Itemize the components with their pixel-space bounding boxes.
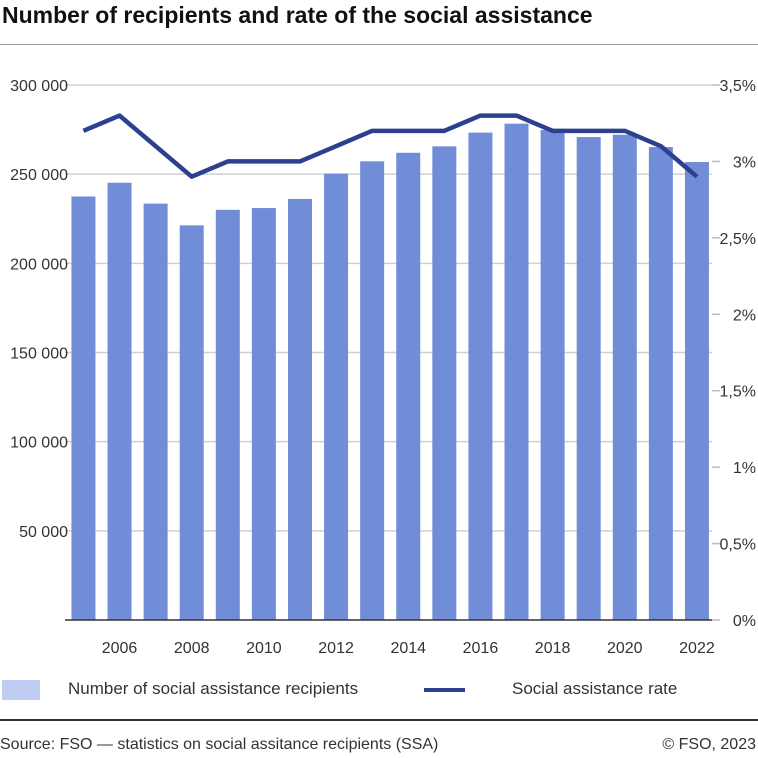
source-note: Source: FSO — statistics on social assit… — [0, 736, 439, 753]
y-right-tick-label: 2% — [733, 307, 756, 324]
copyright: © FSO, 2023 — [662, 736, 756, 753]
bar-2017 — [504, 123, 529, 620]
bar-2009 — [215, 209, 240, 621]
legend-swatch-rate — [424, 688, 465, 692]
x-tick-label: 2020 — [607, 640, 643, 657]
x-tick-label: 2016 — [463, 640, 499, 657]
bar-2015 — [432, 146, 457, 620]
bar-2008 — [179, 225, 204, 620]
legend-swatch-recipients — [2, 680, 40, 700]
bar-2005 — [71, 196, 96, 621]
y-right-tick-label: 2,5% — [720, 231, 756, 248]
y-left-tick-label: 300 000 — [10, 78, 68, 95]
y-left-tick-label: 100 000 — [10, 435, 68, 452]
y-right-tick-label: 0,5% — [720, 537, 756, 554]
x-tick-label: 2008 — [174, 640, 210, 657]
bar-2007 — [143, 203, 168, 620]
bar-2011 — [287, 198, 312, 620]
x-tick-label: 2022 — [679, 640, 715, 657]
y-right-tick-label: 3,5% — [720, 78, 756, 95]
y-left-tick-label: 50 000 — [19, 524, 68, 541]
y-right-tick-label: 0% — [733, 613, 756, 630]
y-left-tick-label: 150 000 — [10, 346, 68, 363]
bar-2022 — [684, 162, 709, 621]
y-left-tick-label: 250 000 — [10, 167, 68, 184]
chart-title: Number of recipients and rate of the soc… — [2, 2, 593, 28]
y-right-tick-label: 1,5% — [720, 384, 756, 401]
bar-2014 — [396, 152, 421, 620]
bar-2021 — [648, 147, 673, 620]
bar-2016 — [468, 132, 493, 621]
rate-line — [82, 113, 699, 179]
bar-2019 — [576, 137, 601, 620]
y-right-tick-label: 3% — [733, 154, 756, 171]
y-right-tick-label: 1% — [733, 460, 756, 477]
legend: Number of social assistance recipients S… — [0, 677, 758, 703]
chart: 50 000 100 000 150 000 200 000 250 000 300 00… — [10, 78, 756, 657]
x-tick-label: 2006 — [102, 640, 138, 657]
x-tick-label: 2018 — [535, 640, 571, 657]
legend-label-rate: Social assistance rate — [512, 679, 678, 698]
bar-2012 — [324, 173, 349, 621]
bar-2018 — [540, 129, 565, 620]
footer-divider — [0, 719, 758, 721]
x-tick-label: 2012 — [318, 640, 354, 657]
title-divider — [0, 44, 758, 45]
bar-2006 — [107, 182, 132, 620]
bar-2020 — [612, 134, 637, 620]
legend-label-recipients: Number of social assistance recipients — [68, 679, 359, 698]
y-left-tick-label: 200 000 — [10, 256, 68, 273]
x-tick-label: 2010 — [246, 640, 282, 657]
x-tick-label: 2014 — [390, 640, 426, 657]
bar-2013 — [360, 161, 385, 620]
bar-2010 — [251, 208, 276, 621]
